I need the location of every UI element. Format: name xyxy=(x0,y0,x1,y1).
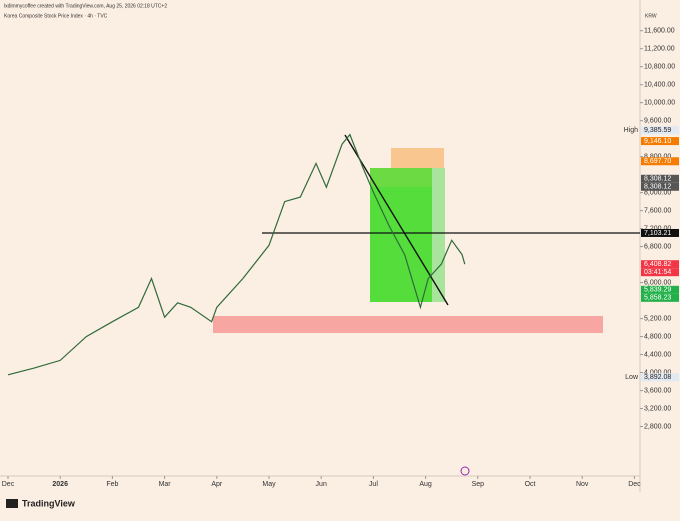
event-icon xyxy=(460,466,470,476)
x-tick-label: May xyxy=(262,481,276,488)
position-box xyxy=(370,168,432,302)
y-tick-label: 7,600.00 xyxy=(644,207,671,214)
price-label: 7,103.21 xyxy=(644,230,671,237)
price-label-box xyxy=(641,228,679,237)
price-label: 8,697.70 xyxy=(644,158,671,165)
price-label: 3,892.08 xyxy=(644,374,671,381)
x-tick-label: Dec xyxy=(2,481,15,488)
x-tick-label: Sep xyxy=(472,481,485,488)
countdown-box xyxy=(641,268,679,277)
price-label-box xyxy=(641,293,679,302)
y-tick-label: 5,200.00 xyxy=(644,315,671,322)
y-tick-label: 10,000.00 xyxy=(644,100,675,107)
price-label-box xyxy=(641,174,679,183)
y-tick-label: 2,800.00 xyxy=(644,423,671,430)
y-tick-label: 10,400.00 xyxy=(644,82,675,89)
y-tick-label: 4,400.00 xyxy=(644,351,671,358)
credit: lxdimmycoffee created with TradingView.c… xyxy=(4,3,167,9)
y-tick-label: 8,000.00 xyxy=(644,189,671,196)
price-label-box xyxy=(641,182,679,191)
position-box xyxy=(370,168,432,187)
y-tick-label: 11,200.00 xyxy=(644,46,675,53)
price-label: 9,385.59 xyxy=(644,127,671,134)
price-line xyxy=(7,133,466,376)
price-label-box xyxy=(641,157,679,166)
price-label-box xyxy=(641,260,679,269)
y-tick-label: 7,200.00 xyxy=(644,225,671,232)
y-tick-label: 6,000.00 xyxy=(644,279,671,286)
price-label-box xyxy=(641,137,679,146)
x-tick-label: Nov xyxy=(576,481,589,488)
price-label: 5,858.23 xyxy=(644,295,671,302)
y-tick-label: 11,600.00 xyxy=(644,28,675,35)
x-tick-label: Mar xyxy=(159,481,172,488)
y-tick-label: 8,800.00 xyxy=(644,154,671,161)
price-label-name: Low xyxy=(625,374,639,381)
symbol: Korea Composite Stock Price Index · 4h ·… xyxy=(4,13,108,19)
y-tick-label: 3,200.00 xyxy=(644,405,671,412)
currency: KRW xyxy=(645,13,657,19)
x-tick-label: Aug xyxy=(419,481,432,488)
price-label: 8,308.12 xyxy=(644,176,671,183)
price-label: 9,146.10 xyxy=(644,138,671,145)
price-label: 5,839.29 xyxy=(644,287,671,294)
zone xyxy=(213,316,603,333)
y-tick-label: 4,800.00 xyxy=(644,333,671,340)
logo xyxy=(6,499,18,508)
x-tick-label: 2026 xyxy=(52,481,68,488)
price-label-box xyxy=(641,126,679,135)
x-tick-label: Oct xyxy=(525,481,536,488)
x-tick-label: Jun xyxy=(316,481,327,488)
brand: TradingView xyxy=(22,498,76,508)
countdown: 03:41:54 xyxy=(644,269,671,276)
y-tick-label: 4,000.00 xyxy=(644,369,671,376)
price-label-box xyxy=(641,373,679,382)
price-label-box xyxy=(641,285,679,294)
x-tick-label: Apr xyxy=(211,481,223,488)
y-tick-label: 10,800.00 xyxy=(644,64,675,71)
price-label: 8,308.12 xyxy=(644,184,671,191)
y-tick-label: 9,600.00 xyxy=(644,118,671,125)
footer xyxy=(0,492,680,516)
position-box xyxy=(432,168,445,302)
x-tick-label: Jul xyxy=(369,481,378,488)
price-label: 6,408.82 xyxy=(644,261,671,268)
trend-line xyxy=(344,134,449,306)
x-tick-label: Dec xyxy=(628,481,641,488)
price-label-name: High xyxy=(624,127,639,134)
x-tick-label: Feb xyxy=(106,481,118,488)
y-tick-label: 6,800.00 xyxy=(644,243,671,250)
y-tick-label: 3,600.00 xyxy=(644,387,671,394)
